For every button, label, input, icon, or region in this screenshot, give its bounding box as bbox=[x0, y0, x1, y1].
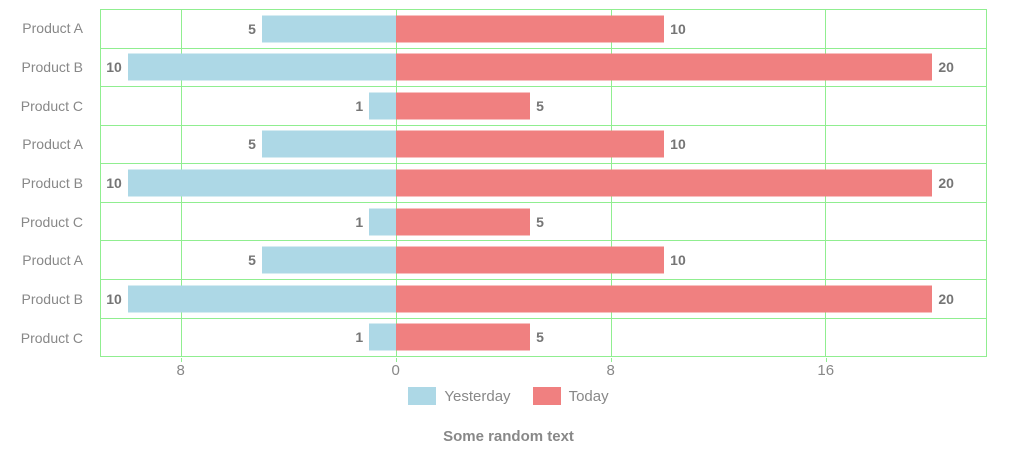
x-tick-label: 8 bbox=[176, 362, 185, 379]
category-label: Product B bbox=[21, 175, 83, 192]
bar-value-label-today: 20 bbox=[938, 175, 954, 192]
category-label: Product C bbox=[20, 97, 83, 114]
legend: Yesterday Today bbox=[0, 387, 1017, 405]
chart-row: 5 10 bbox=[101, 126, 986, 165]
category-label: Product B bbox=[21, 59, 83, 75]
bar-yesterday[interactable] bbox=[261, 130, 397, 158]
bar-yesterday[interactable] bbox=[369, 208, 397, 236]
legend-label-today: Today bbox=[568, 387, 609, 405]
category-label: Product A bbox=[22, 252, 83, 269]
category-label: Product A bbox=[22, 20, 83, 37]
bar-today[interactable] bbox=[395, 130, 665, 158]
bar-value-label-yesterday: 5 bbox=[248, 136, 256, 153]
bar-value-label-yesterday: 1 bbox=[355, 97, 364, 114]
chart-row: 10 20 bbox=[101, 49, 986, 88]
category-label: Product C bbox=[20, 329, 83, 346]
bar-value-label-yesterday: 10 bbox=[106, 175, 122, 192]
category-axis-labels: Product A Product B Product C Product A Prod… bbox=[0, 9, 92, 357]
tick-mark bbox=[180, 358, 182, 362]
bar-yesterday[interactable] bbox=[369, 323, 397, 351]
bar-value-label-today: 10 bbox=[670, 20, 686, 37]
bar-yesterday[interactable] bbox=[127, 169, 397, 197]
bar-value-label-today: 10 bbox=[670, 136, 686, 153]
bar-value-label-today: 10 bbox=[670, 252, 686, 269]
plot-area: 5 10 10 20 1 5 5 10 10 20 1 5 5 10 10 20 1 5 bbox=[100, 9, 987, 357]
bar-today[interactable] bbox=[395, 208, 531, 236]
bar-today[interactable] bbox=[395, 15, 665, 43]
x-tick-label: 8 bbox=[606, 362, 615, 379]
bar-value-label-yesterday: 1 bbox=[355, 329, 364, 346]
x-axis: 8 0 8 16 bbox=[100, 357, 987, 383]
bar-value-label-today: 5 bbox=[536, 329, 544, 346]
x-tick-label: 16 bbox=[817, 362, 835, 379]
legend-swatch-today-icon bbox=[532, 387, 561, 405]
chart-row: 5 10 bbox=[101, 10, 986, 49]
bar-today[interactable] bbox=[395, 92, 531, 120]
category-label: Product B bbox=[21, 291, 83, 308]
chart-title: Some random text bbox=[443, 428, 574, 445]
bar-value-label-today: 5 bbox=[536, 213, 544, 230]
bar-yesterday[interactable] bbox=[127, 285, 397, 313]
bar-yesterday[interactable] bbox=[261, 246, 397, 274]
legend-item-today[interactable]: Today bbox=[532, 387, 609, 405]
tick-mark bbox=[610, 358, 612, 362]
legend-label-yesterday: Yesterday bbox=[444, 387, 511, 405]
bar-yesterday[interactable] bbox=[127, 53, 397, 81]
bar-value-label-today: 20 bbox=[938, 290, 954, 307]
bar-today[interactable] bbox=[395, 169, 933, 197]
bar-today[interactable] bbox=[395, 246, 665, 274]
bar-today[interactable] bbox=[395, 53, 933, 81]
tick-mark bbox=[395, 358, 397, 362]
chart-row: 5 10 bbox=[101, 241, 986, 280]
x-tick-label: 0 bbox=[391, 362, 400, 379]
bar-value-label-yesterday: 5 bbox=[248, 252, 256, 269]
bar-yesterday[interactable] bbox=[369, 92, 397, 120]
bar-value-label-yesterday: 1 bbox=[355, 213, 364, 230]
bar-today[interactable] bbox=[395, 323, 531, 351]
bar-value-label-yesterday: 10 bbox=[106, 59, 122, 76]
tick-mark bbox=[825, 358, 827, 362]
category-label: Product A bbox=[22, 136, 83, 153]
chart-row: 10 20 bbox=[101, 164, 986, 203]
bar-today[interactable] bbox=[395, 285, 933, 313]
chart-row: 10 20 bbox=[101, 280, 986, 319]
plot-rows: 5 10 10 20 1 5 5 10 10 20 1 5 5 10 10 20 1 5 bbox=[101, 10, 986, 356]
bar-yesterday[interactable] bbox=[261, 15, 397, 43]
bar-value-label-today: 5 bbox=[536, 97, 544, 114]
legend-swatch-yesterday-icon bbox=[408, 387, 437, 405]
legend-item-yesterday[interactable]: Yesterday bbox=[408, 387, 511, 405]
bar-value-label-today: 20 bbox=[938, 59, 954, 76]
category-label: Product C bbox=[20, 213, 83, 230]
bar-value-label-yesterday: 10 bbox=[106, 290, 122, 307]
bar-value-label-yesterday: 5 bbox=[248, 20, 256, 37]
